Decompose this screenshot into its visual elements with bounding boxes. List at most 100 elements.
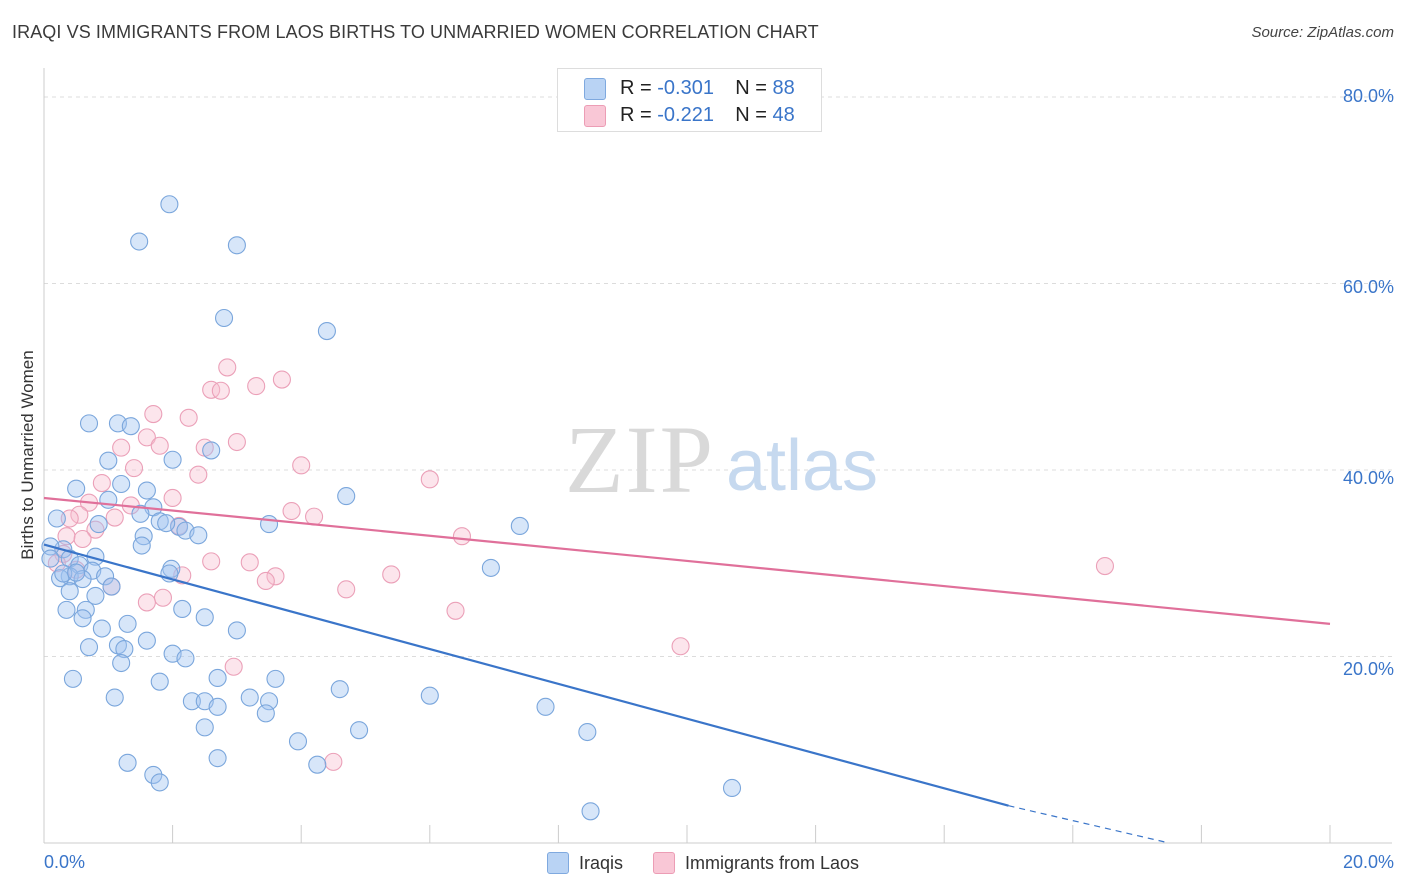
chart-title: IRAQI VS IMMIGRANTS FROM LAOS BIRTHS TO … <box>12 22 819 42</box>
point-laos-14 <box>189 465 208 484</box>
watermark-atlas: atlas <box>726 426 878 506</box>
legend-n-label: N = <box>735 77 767 99</box>
point-laos-24 <box>60 509 79 528</box>
legend-swatch-iraqis <box>546 852 569 874</box>
point-iraqis-55 <box>176 649 195 668</box>
x-tick-label-max: 20.0% <box>1342 852 1394 872</box>
point-iraqis-75 <box>208 749 227 768</box>
point-iraqis-67 <box>259 692 279 711</box>
point-iraqis-58 <box>208 668 227 687</box>
point-iraqis-84 <box>67 563 86 582</box>
point-laos-41 <box>153 588 173 607</box>
point-iraqis-10 <box>99 451 118 470</box>
point-iraqis-87 <box>92 619 111 638</box>
point-laos-4 <box>211 381 230 400</box>
trend-line-iraqis <box>43 543 1009 807</box>
point-laos-34 <box>1095 556 1114 576</box>
point-iraqis-47 <box>173 599 192 618</box>
legend-r-value-laos: -0.221 <box>657 104 714 126</box>
point-iraqis-86 <box>227 621 246 640</box>
point-iraqis-81 <box>581 802 600 821</box>
point-iraqis-85 <box>118 614 137 633</box>
y-tick-label-40: 40.0% <box>1342 468 1394 488</box>
legend-item-laos[interactable]: Immigrants from Laos <box>652 852 860 874</box>
point-laos-21 <box>282 501 301 521</box>
point-iraqis-63 <box>240 688 259 707</box>
point-laos-6 <box>179 408 198 427</box>
point-iraqis-79 <box>150 773 169 792</box>
legend-row-iraqis: R = -0.301 N = 88 <box>584 77 795 100</box>
point-laos-7 <box>137 428 156 447</box>
point-iraqis-82 <box>41 549 60 568</box>
legend-r-label: R = <box>620 77 652 99</box>
point-laos-1 <box>272 370 291 389</box>
point-iraqis-21 <box>89 515 108 534</box>
legend-label-laos: Immigrants from Laos <box>684 852 860 873</box>
point-iraqis-68 <box>208 697 227 716</box>
point-laos-46 <box>324 752 343 771</box>
point-iraqis-73 <box>578 722 597 742</box>
source-label: Source: ZipAtlas.com <box>1251 24 1394 41</box>
point-iraqis-74 <box>288 732 308 751</box>
y-tick-label-20: 20.0% <box>1342 659 1394 679</box>
point-iraqis-9 <box>163 450 182 469</box>
point-iraqis-53 <box>115 639 134 659</box>
point-iraqis-18 <box>47 509 66 528</box>
point-laos-20 <box>70 505 89 524</box>
legend-r-label: R = <box>620 104 652 126</box>
point-laos-9 <box>150 436 169 455</box>
point-iraqis-0 <box>160 195 179 214</box>
point-laos-35 <box>382 565 401 584</box>
gridlines <box>44 96 1392 657</box>
point-iraqis-59 <box>266 669 285 688</box>
point-iraqis-51 <box>79 638 99 657</box>
point-iraqis-65 <box>182 692 201 711</box>
point-laos-40 <box>337 580 356 599</box>
point-iraqis-48 <box>195 608 214 627</box>
x-tick-label-min: 0.0% <box>44 852 86 872</box>
point-iraqis-19 <box>150 512 169 531</box>
point-laos-31 <box>202 552 221 571</box>
point-iraqis-69 <box>536 697 555 716</box>
point-laos-5 <box>144 404 163 424</box>
legend-label-iraqis: Iraqis <box>578 852 623 873</box>
point-iraqis-50 <box>137 631 156 650</box>
point-iraqis-76 <box>118 753 137 772</box>
point-iraqis-7 <box>121 417 140 436</box>
axes <box>43 68 1392 844</box>
point-iraqis-56 <box>112 653 131 673</box>
watermark-zip: ZIP <box>565 406 715 513</box>
trend-line-iraqis-extension <box>1008 805 1170 844</box>
point-iraqis-17 <box>131 504 150 523</box>
point-iraqis-1 <box>130 232 149 251</box>
legend-item-iraqis[interactable]: Iraqis <box>546 852 623 874</box>
point-iraqis-83 <box>157 514 176 533</box>
point-iraqis-22 <box>259 515 279 534</box>
point-iraqis-72 <box>350 721 369 740</box>
point-iraqis-44 <box>86 586 105 605</box>
point-laos-22 <box>305 507 324 526</box>
point-iraqis-78 <box>144 765 163 784</box>
point-iraqis-24 <box>189 526 208 545</box>
point-iraqis-14 <box>337 487 356 506</box>
point-laos-10 <box>112 438 131 457</box>
y-tick-label-80: 80.0% <box>1342 86 1394 106</box>
legend-n-label: N = <box>735 104 767 126</box>
series-iraqis-points <box>41 195 742 821</box>
legend-swatch-laos <box>584 104 606 127</box>
point-iraqis-57 <box>63 669 82 688</box>
point-iraqis-13 <box>137 481 156 500</box>
point-laos-3 <box>202 380 221 399</box>
point-laos-28 <box>73 529 92 549</box>
legend-n-value-iraqis: 88 <box>772 77 795 99</box>
point-laos-32 <box>240 553 259 572</box>
point-iraqis-2 <box>227 236 246 255</box>
point-iraqis-39 <box>73 570 92 589</box>
point-laos-8 <box>227 432 246 452</box>
point-laos-26 <box>86 520 105 539</box>
point-laos-42 <box>137 593 156 612</box>
point-iraqis-5 <box>79 414 99 433</box>
point-iraqis-12 <box>67 479 86 498</box>
point-iraqis-27 <box>132 536 151 555</box>
point-iraqis-4 <box>317 322 336 341</box>
